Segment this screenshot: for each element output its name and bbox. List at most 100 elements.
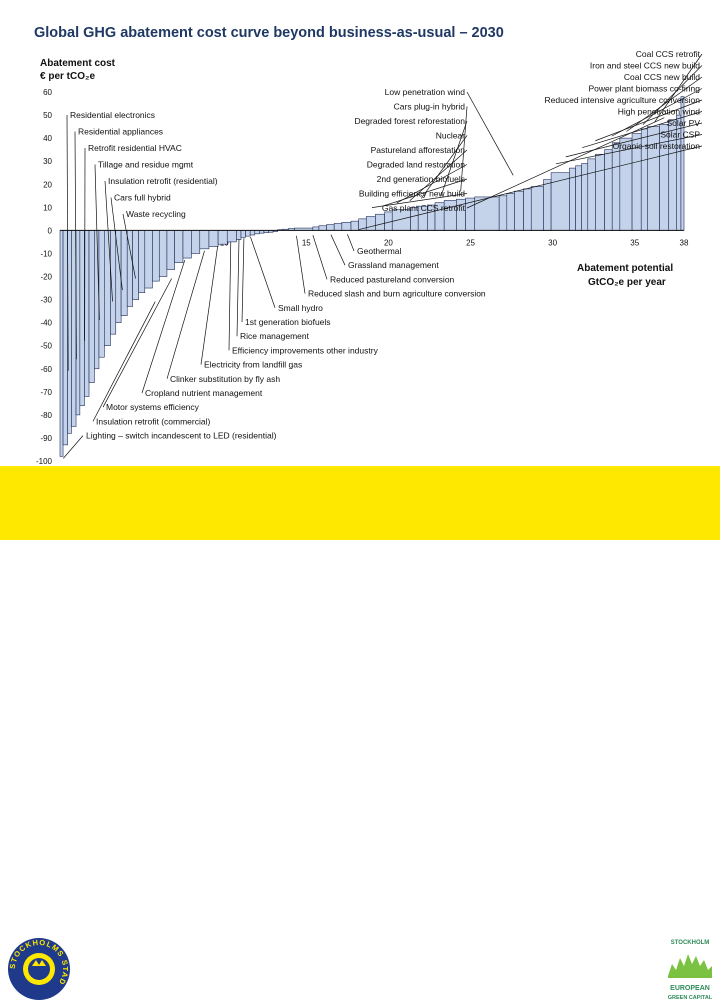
y-tick-label: -40 [40, 319, 52, 328]
european-green-capital-logo: STOCKHOLM EUROPEAN GREEN CAPITAL [662, 936, 718, 1004]
annotation-label: Gas plant CCS retrofit [382, 203, 466, 213]
bar [89, 230, 94, 382]
x-axis-title-line2: GtCO₂e per year [588, 277, 666, 288]
y-tick-label: -50 [40, 342, 52, 351]
annotation-label: High penetration wind [618, 107, 700, 117]
y-axis-title: Abatement cost € per tCO₂e [40, 58, 116, 82]
annotation-label: Cars plug-in hybrid [394, 102, 466, 112]
bar [241, 230, 246, 237]
bar [121, 230, 127, 315]
y-axis-title-line1: Abatement cost [40, 58, 116, 69]
x-tick-label: 25 [466, 238, 475, 247]
annotation-label: Tillage and residue mgmt [98, 160, 194, 170]
bar [342, 222, 351, 230]
y-axis-ticks: 6050403020100-10-20-30-40-50-60-70-80-90… [36, 88, 53, 466]
bar [605, 150, 613, 231]
annotation-label: Nuclear [436, 131, 465, 141]
annotation-label: Residential electronics [70, 110, 155, 120]
bar [60, 230, 63, 456]
annotation-label: Rice management [240, 331, 310, 341]
bar [127, 230, 132, 306]
annotation-label: Electricity from landfill gas [204, 360, 302, 370]
annotation-label: Degraded forest reforestation [354, 116, 465, 126]
bar [246, 230, 251, 236]
annotation-leader-line [201, 246, 218, 364]
bar [313, 227, 319, 230]
annotation-label: Retrofit residential HVAC [88, 143, 182, 153]
annotation-leader-line [242, 238, 244, 322]
annotation-label: Power plant biomass co-firing [589, 84, 701, 94]
bar [236, 230, 241, 239]
bar [200, 230, 209, 248]
bar [167, 230, 175, 269]
y-tick-label: -90 [40, 434, 52, 443]
bar [327, 225, 335, 231]
bar [175, 230, 183, 262]
bar [250, 230, 255, 235]
annotation-label: Iron and steel CCS new build [590, 61, 700, 71]
annotation-label: Geothermal [357, 246, 402, 256]
x-tick-label: 15 [302, 238, 311, 247]
x-axis-title-line1: Abatement potential [577, 263, 673, 274]
bar [524, 189, 532, 231]
bar [351, 221, 359, 230]
stockholm-city-logo: STOCKHOLMS STAD [6, 936, 72, 1002]
annotation-label: Low penetration wind [385, 87, 466, 97]
bar [375, 214, 384, 230]
annotation-label: Reduced intensive agriculture conversion [545, 95, 701, 105]
annotation-label: Insulation retrofit (commercial) [96, 416, 210, 426]
annotation-label: Waste recycling [126, 209, 186, 219]
y-tick-label: -70 [40, 388, 52, 397]
y-tick-label: -20 [40, 273, 52, 282]
bar [475, 197, 499, 230]
egc-logo-line2: EUROPEAN [670, 985, 710, 992]
annotation-label: Building efficiency new build [359, 189, 465, 199]
y-tick-label: 30 [43, 157, 52, 166]
annotation-label: Small hydro [278, 303, 323, 313]
annotation-label: Reduced slash and burn agriculture conve… [308, 289, 486, 299]
annotation-label: 2nd generation biofuels [377, 174, 465, 184]
annotation-leader-line [467, 92, 513, 175]
annotation-label: Motor systems efficiency [106, 402, 200, 412]
x-tick-label: 30 [548, 238, 557, 247]
y-tick-label: 50 [43, 111, 52, 120]
bar [255, 230, 260, 233]
y-tick-label: -100 [36, 457, 53, 466]
bar [551, 173, 569, 231]
bar [145, 230, 153, 288]
bar [139, 230, 145, 292]
bar [209, 230, 218, 246]
annotation-leader-line [229, 242, 231, 351]
annotation-leader-line [250, 237, 275, 308]
x-axis-title: Abatement potential GtCO₂e per year [577, 263, 673, 288]
y-tick-label: -80 [40, 411, 52, 420]
bar [99, 230, 104, 357]
annotation-leader-line [167, 251, 205, 379]
y-tick-label: 0 [48, 226, 53, 235]
annotation-label: Coal CCS retrofit [636, 49, 701, 59]
abatement-cost-chart: Abatement cost € per tCO₂e Abatement pot… [0, 0, 720, 466]
footer-bar: STOCKHOLMS STAD STOCKHOLM EUROPEAN GREEN… [0, 466, 720, 540]
annotation-leader-line [237, 239, 239, 336]
annotation-label: Solar PV [666, 118, 700, 128]
annotation-label: Residential appliances [78, 127, 163, 137]
bar [191, 230, 199, 253]
bar [63, 230, 68, 444]
y-tick-label: -30 [40, 296, 52, 305]
bar [366, 217, 375, 231]
annotation-label: Clinker substitution by fly ash [170, 374, 280, 384]
annotation-label: Reduced pastureland conversion [330, 274, 455, 284]
y-tick-label: -60 [40, 365, 52, 374]
annotation-label: Cropland nutrient management [145, 388, 263, 398]
bar [612, 143, 620, 231]
annotation-label: 1st generation biofuels [245, 317, 331, 327]
annotation-label: Efficiency improvements other industry [232, 345, 379, 355]
slide: Global GHG abatement cost curve beyond b… [0, 0, 720, 540]
annotation-label: Solar CSP [660, 130, 700, 140]
x-tick-label: 38 [680, 238, 689, 247]
annotation-leader-line [347, 234, 354, 251]
annotation-label: Coal CCS new build [624, 72, 700, 82]
annotation-leader-line [313, 235, 327, 279]
bar [80, 230, 85, 405]
bar [507, 193, 515, 230]
